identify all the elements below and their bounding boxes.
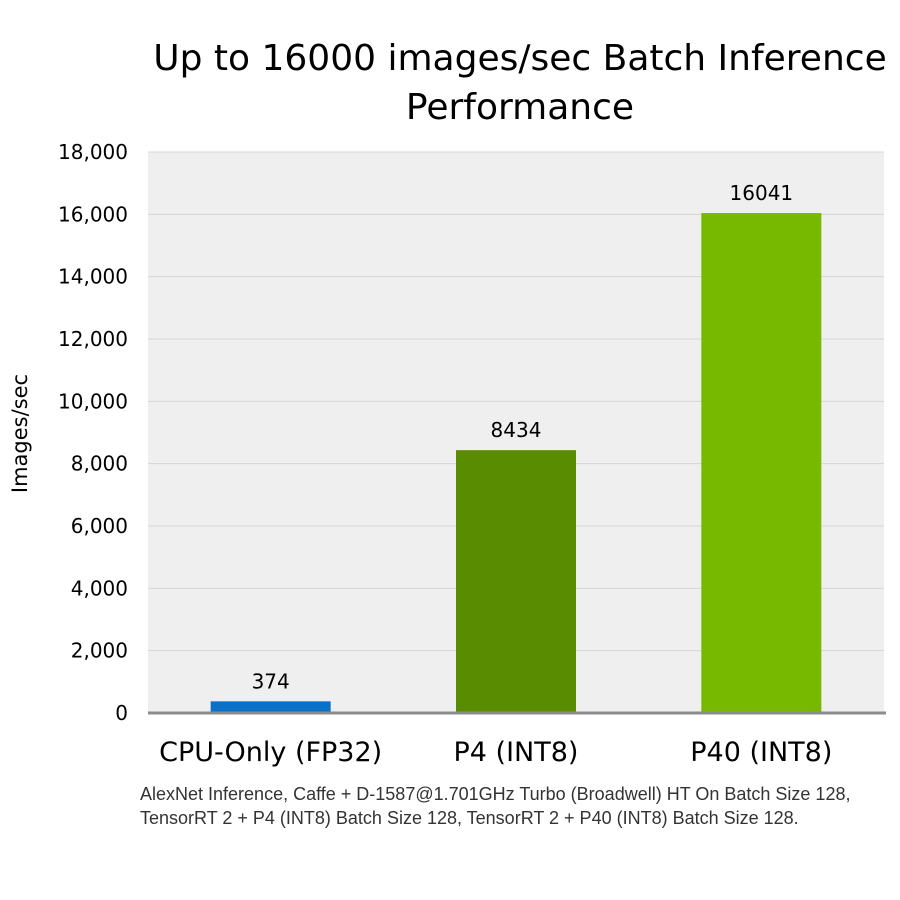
y-tick-label: 16,000 [58, 202, 128, 226]
bar [456, 450, 576, 713]
y-tick-label: 10,000 [58, 389, 128, 413]
chart-title-line-2: Performance [405, 87, 635, 128]
data-labels: 374 8434 16041 [252, 181, 794, 693]
bar-value-label: 16041 [730, 181, 794, 205]
y-tick-label: 4,000 [71, 576, 128, 600]
y-tick-label: 6,000 [71, 514, 128, 538]
bar-value-label: 8434 [491, 418, 542, 442]
y-tick-label: 0 [115, 701, 128, 725]
y-tick-label: 8,000 [71, 452, 128, 476]
bar-value-label: 374 [252, 669, 290, 693]
chart-title-line-1: Up to 16000 images/sec Batch Inference [153, 38, 887, 79]
bar [210, 701, 331, 713]
y-tick-label: 12,000 [58, 327, 128, 351]
chart-title: Up to 16000 images/sec Batch Inference P… [130, 34, 900, 132]
x-category-label: CPU-Only (FP32) [159, 737, 382, 768]
x-axis-categories: CPU-Only (FP32) P4 (INT8) P40 (INT8) [159, 737, 832, 768]
x-category-label: P40 (INT8) [690, 737, 832, 768]
y-tick-label: 18,000 [58, 140, 128, 164]
bar-chart: 0 2,000 4,000 6,000 8,000 10,000 12,000 14,000 1… [8, 140, 886, 768]
footnote: AlexNet Inference, Caffe + D-1587@1.701G… [140, 784, 851, 828]
y-axis-ticks: 0 2,000 4,000 6,000 8,000 10,000 12,000 14,000 1… [58, 140, 128, 725]
y-axis-label: Images/sec [8, 374, 32, 493]
x-category-label: P4 (INT8) [454, 737, 579, 768]
bar [701, 213, 822, 714]
y-tick-label: 2,000 [71, 639, 128, 663]
bars [210, 213, 822, 714]
y-tick-label: 14,000 [58, 265, 128, 289]
